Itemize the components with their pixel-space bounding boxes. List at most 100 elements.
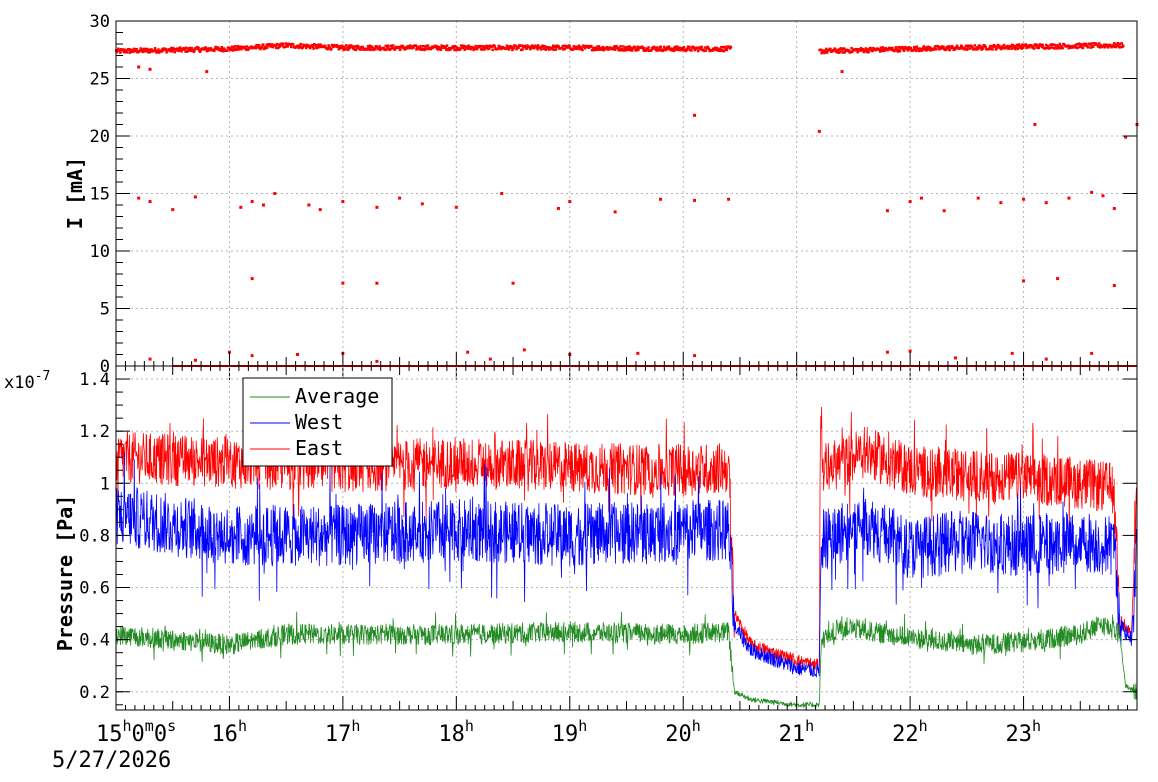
current-point	[944, 47, 948, 50]
current-point	[447, 48, 450, 52]
current-point	[264, 46, 268, 50]
current-point	[140, 48, 144, 51]
current-point	[1098, 46, 1102, 49]
current-point	[205, 70, 209, 74]
current-point	[1072, 46, 1076, 49]
current-point	[703, 49, 706, 53]
current-point	[882, 47, 885, 51]
current-point	[601, 45, 605, 49]
current-point	[373, 47, 377, 51]
current-point	[448, 46, 452, 50]
current-point	[353, 45, 356, 48]
current-point	[1078, 45, 1081, 49]
current-point	[989, 47, 993, 51]
current-point	[349, 45, 352, 49]
current-point	[460, 46, 464, 49]
current-point	[671, 47, 675, 51]
current-point	[1002, 43, 1006, 47]
current-point	[973, 44, 977, 47]
current-point	[864, 47, 868, 50]
current-point	[528, 45, 531, 48]
current-point	[659, 197, 663, 201]
current-point	[993, 45, 997, 48]
time-tick-hour: 19	[552, 722, 579, 747]
current-point	[651, 47, 654, 51]
current-point	[979, 46, 983, 50]
current-point	[1101, 194, 1105, 198]
current-point	[262, 47, 266, 51]
current-point	[592, 46, 596, 50]
current-point	[368, 46, 371, 50]
current-point	[123, 48, 126, 51]
current-point	[673, 45, 677, 49]
current-point	[304, 44, 307, 48]
current-point	[307, 203, 311, 207]
current-point	[616, 46, 620, 50]
current-point	[192, 50, 196, 54]
current-point	[677, 48, 680, 52]
pressure-y-tick-label: 0.2	[79, 683, 110, 703]
current-point	[568, 44, 571, 48]
current-point	[1098, 42, 1101, 45]
current-point	[511, 48, 514, 52]
current-point	[578, 47, 582, 51]
current-point	[385, 46, 389, 49]
current-point	[1016, 47, 1019, 51]
current-point	[496, 47, 500, 50]
current-point	[1106, 44, 1109, 48]
current-point	[942, 209, 946, 213]
current-point	[199, 49, 202, 52]
current-point	[928, 46, 932, 49]
current-point	[434, 45, 438, 48]
current-point	[655, 49, 658, 52]
current-point	[382, 46, 386, 50]
legend-box	[242, 377, 393, 467]
current-point	[234, 45, 237, 48]
current-point	[575, 45, 578, 49]
current-point	[454, 48, 458, 52]
current-point	[271, 45, 275, 49]
current-point	[619, 45, 622, 48]
current-point	[628, 48, 632, 52]
time-tick-hour: 15	[96, 722, 123, 747]
current-point	[863, 49, 867, 52]
current-point	[905, 46, 908, 50]
current-point	[257, 46, 260, 49]
current-point	[1044, 201, 1048, 205]
current-point	[475, 47, 479, 51]
current-point	[834, 48, 837, 51]
current-point	[556, 206, 560, 210]
current-point	[170, 46, 173, 50]
current-point	[933, 46, 936, 50]
current-point	[189, 49, 193, 53]
current-point	[122, 50, 125, 53]
current-point	[468, 45, 472, 49]
current-point	[921, 46, 925, 50]
current-point	[593, 48, 597, 52]
current-point	[713, 48, 716, 51]
time-tick-unit: h	[351, 717, 360, 735]
current-point	[934, 45, 937, 48]
current-point	[150, 48, 153, 51]
current-point	[998, 44, 1001, 48]
current-point	[613, 45, 616, 48]
current-point	[545, 47, 548, 50]
current-point	[955, 45, 958, 49]
current-point	[904, 45, 907, 49]
current-point	[662, 48, 665, 51]
current-point	[134, 49, 138, 53]
current-point	[488, 47, 491, 50]
current-point	[960, 45, 964, 48]
current-point	[641, 47, 645, 50]
current-point	[497, 44, 501, 48]
current-point	[921, 49, 924, 52]
current-point	[727, 197, 731, 201]
current-point	[236, 44, 240, 48]
current-point	[276, 46, 280, 50]
pressure-line-average	[115, 611, 1138, 709]
current-point	[326, 47, 330, 50]
current-point	[1111, 45, 1115, 48]
current-point	[1079, 45, 1083, 49]
current-point	[607, 47, 611, 51]
current-point	[855, 48, 859, 51]
